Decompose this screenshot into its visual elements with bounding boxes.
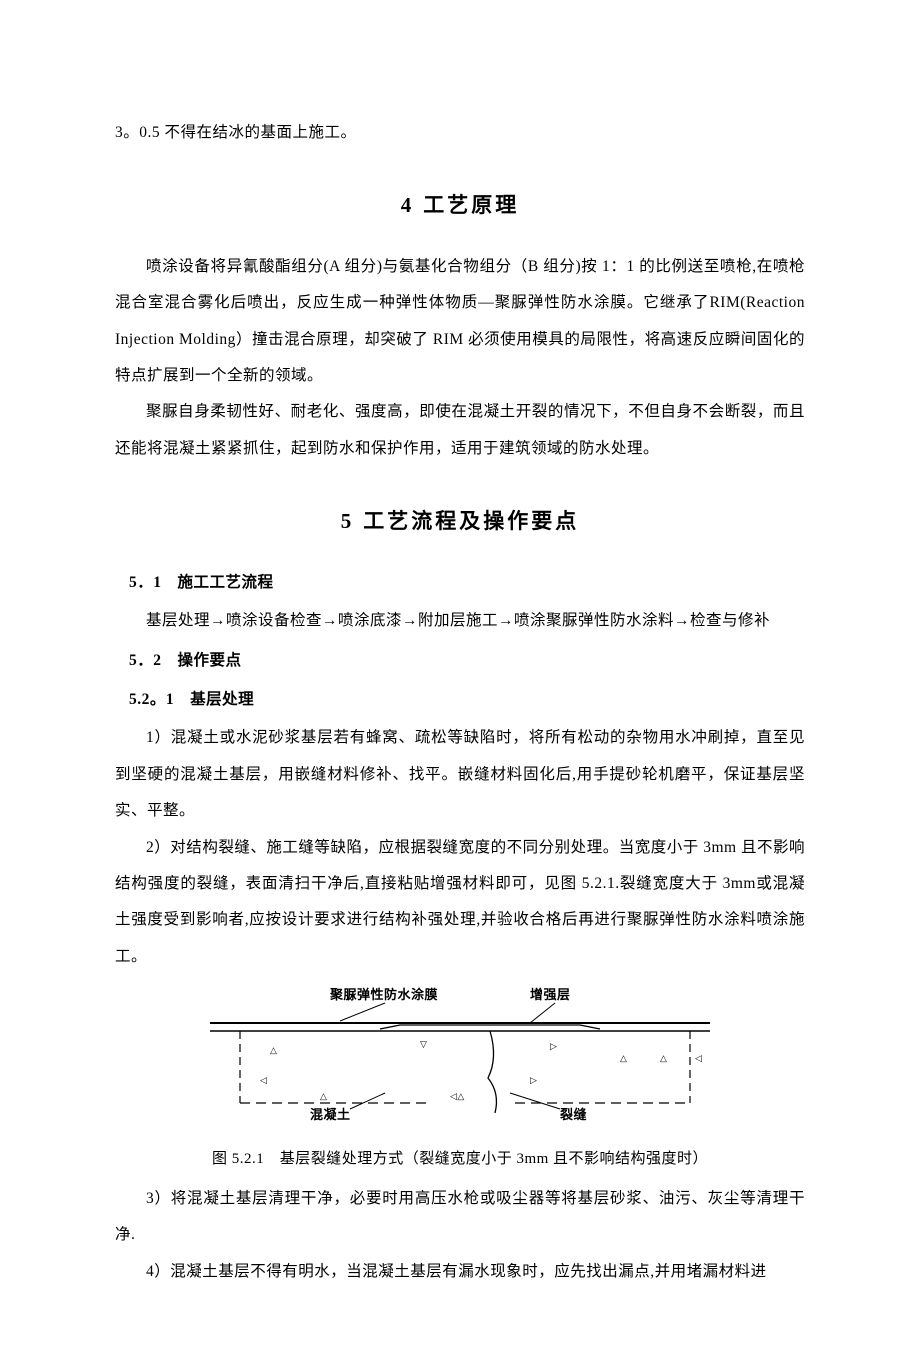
subheading-5-2-1: 5.2。1 基层处理 [115, 682, 805, 718]
item-5-2-1-2: 2）对结构裂缝、施工缝等缺陷，应根据裂缝宽度的不同分别处理。当宽度小于 3mm … [115, 830, 805, 976]
svg-text:△: △ [620, 1053, 627, 1063]
figure-5-2-1-svg: 聚脲弹性防水涂膜 增强层 △ ▽ ▷ △ △ ◁ ◁ △ ◁△ ▷ [200, 983, 720, 1123]
document-page: 3。0.5 不得在结冰的基面上施工。 4 工艺原理 喷涂设备将异氰酸酯组分(A 组… [0, 0, 920, 1370]
fig-label-crack: 裂缝 [559, 1107, 587, 1122]
fig-label-reinforce: 增强层 [530, 987, 571, 1002]
item-5-2-1-4: 4）混凝土基层不得有明水，当混凝土基层有漏水现象时，应先找出漏点,并用堵漏材料进 [115, 1254, 805, 1290]
svg-text:▽: ▽ [420, 1039, 427, 1049]
heading-5-number: 5 [341, 509, 352, 533]
svg-text:△: △ [270, 1045, 277, 1055]
item-5-2-1-1: 1）混凝土或水泥砂浆基层若有蜂窝、疏松等缺陷时，将所有松动的杂物用水冲刷掉，直至… [115, 720, 805, 829]
subheading-5-2: 5．2 操作要点 [115, 643, 805, 679]
svg-text:◁△: ◁△ [450, 1091, 465, 1101]
heading-5-title: 工艺流程及操作要点 [363, 509, 579, 533]
svg-text:◁: ◁ [695, 1053, 702, 1063]
figure-5-2-1-caption: 图 5.2.1 基层裂缝处理方式（裂缝宽度小于 3mm 且不影响结构强度时） [115, 1142, 805, 1177]
clause-3-0-5: 3。0.5 不得在结冰的基面上施工。 [115, 115, 805, 151]
svg-text:△: △ [660, 1053, 667, 1063]
subheading-5-1: 5．1 施工工艺流程 [115, 565, 805, 601]
svg-text:◁: ◁ [260, 1075, 267, 1085]
heading-4-number: 4 [401, 193, 412, 217]
heading-4-title: 工艺原理 [423, 193, 519, 217]
figure-5-2-1: 聚脲弹性防水涂膜 增强层 △ ▽ ▷ △ △ ◁ ◁ △ ◁△ ▷ [200, 983, 720, 1137]
svg-text:△: △ [320, 1091, 327, 1101]
heading-section-5: 5 工艺流程及操作要点 [115, 497, 805, 546]
svg-text:▷: ▷ [550, 1041, 557, 1051]
fig-label-coating: 聚脲弹性防水涂膜 [329, 987, 438, 1002]
heading-section-4: 4 工艺原理 [115, 181, 805, 230]
item-5-2-1-3: 3）将混凝土基层清理干净，必要时用高压水枪或吸尘器等将基层砂浆、油污、灰尘等清理… [115, 1181, 805, 1254]
svg-text:▷: ▷ [530, 1075, 537, 1085]
section4-paragraph-1: 喷涂设备将异氰酸酯组分(A 组分)与氨基化合物组分（B 组分)按 1：1 的比例… [115, 249, 805, 395]
section4-paragraph-2: 聚脲自身柔韧性好、耐老化、强度高，即使在混凝土开裂的情况下，不但自身不会断裂，而… [115, 394, 805, 467]
process-flow-5-1: 基层处理→喷涂设备检查→喷涂底漆→附加层施工→喷涂聚脲弹性防水涂料→检查与修补 [115, 603, 805, 639]
fig-label-concrete: 混凝土 [310, 1107, 351, 1122]
